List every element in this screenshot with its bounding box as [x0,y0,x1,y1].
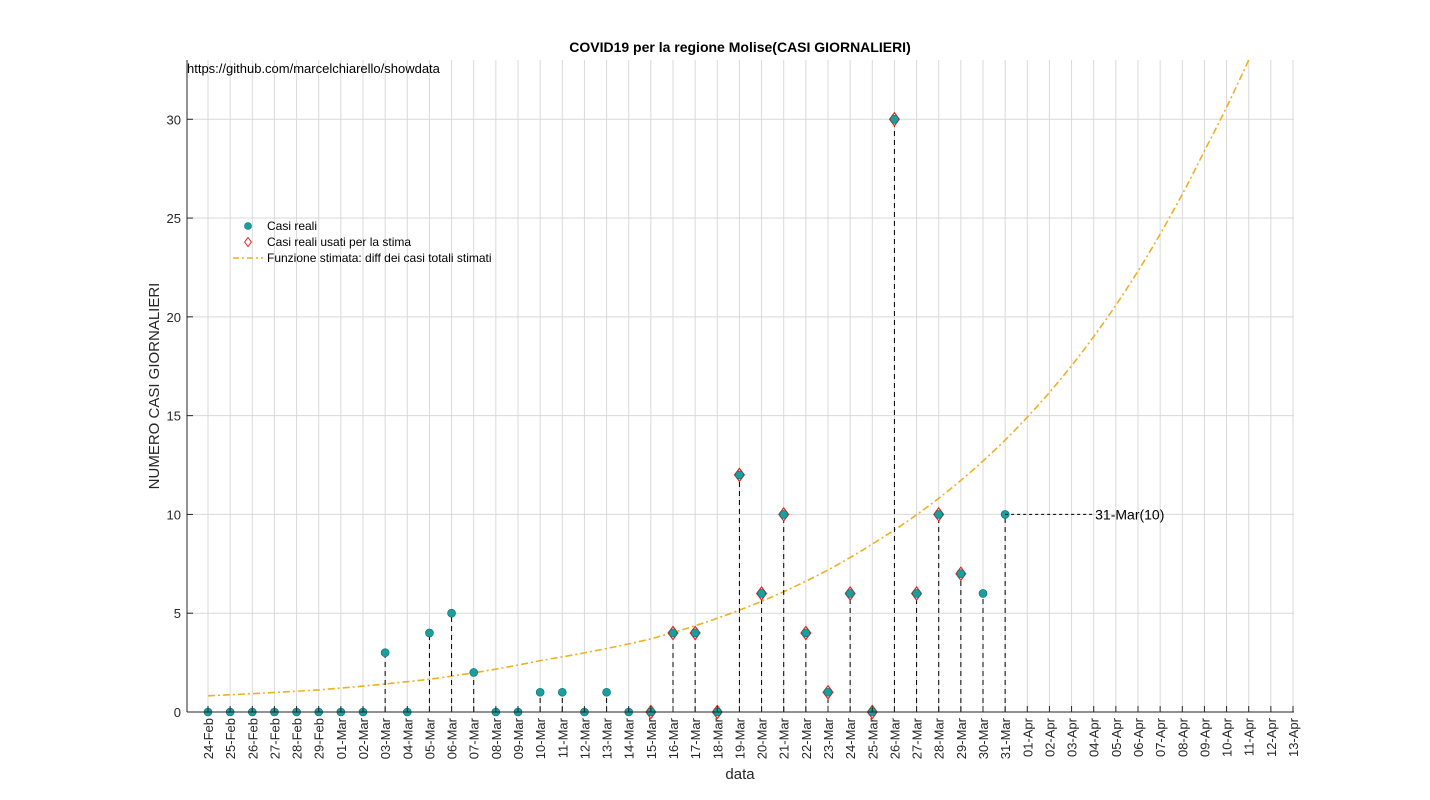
y-tick-label: 10 [167,507,181,522]
x-tick-label: 13-Apr [1286,717,1301,757]
x-tick-label: 28-Mar [932,717,947,759]
real-point [801,628,811,638]
x-tick-label: 19-Mar [732,717,747,759]
x-tick-label: 30-Mar [976,717,991,759]
x-tick-label: 28-Feb [290,718,305,759]
y-axis-label: NUMERO CASI GIORNALIERI [146,283,163,490]
x-tick-label: 16-Mar [666,717,681,759]
x-tick-label: 18-Mar [710,717,725,759]
real-point [956,569,966,578]
real-point [890,114,899,124]
chart-title: COVID19 per la regione Molise(CASI GIORN… [569,39,911,55]
x-tick-label: 08-Apr [1175,717,1190,757]
real-point [447,608,456,618]
legend-label-real: Casi reali [267,219,317,233]
x-tick-label: 15-Mar [644,717,659,759]
real-point [978,589,988,598]
x-tick-label: 06-Mar [445,717,460,759]
estimated-curve [207,59,1250,697]
y-tick-label: 15 [167,409,181,424]
x-tick-label: 26-Feb [245,718,260,759]
x-tick-label: 03-Mar [378,717,393,759]
estimated-curve-line [207,59,1250,697]
x-tick-label: 08-Mar [489,717,504,759]
y-tick-label: 30 [167,112,181,127]
x-tick-label: 13-Mar [600,717,615,759]
annotations: 31-Mar(10) [1005,506,1164,522]
x-tick-label: 10-Mar [533,717,548,759]
real-point [845,589,855,598]
real-point [557,687,567,697]
x-tick-label: 25-Feb [223,718,238,759]
x-tick-label: 03-Apr [1065,717,1080,757]
legend-label-fit: Funzione stimata: diff dei casi totali s… [267,251,492,265]
legend-marker-used [244,236,252,248]
real-point [668,628,678,638]
x-tick-label: 02-Apr [1042,717,1057,757]
x-tick-label: 11-Apr [1242,717,1257,756]
x-tick-label: 10-Apr [1220,717,1235,757]
legend-marker-real [244,222,252,230]
x-tick-label: 21-Mar [777,717,792,759]
x-tick-label: 05-Apr [1109,717,1124,757]
x-tick-label: 12-Apr [1264,717,1279,757]
real-point [779,510,789,519]
x-tick-label: 09-Mar [511,717,526,759]
y-tick-label: 20 [167,310,181,325]
x-tick-label: 14-Mar [622,717,637,759]
x-tick-label: 02-Mar [356,717,371,759]
legend: Casi reali Casi reali usati per la stima F… [233,219,492,265]
x-tick-label: 26-Mar [887,717,902,759]
annotation-label: 31-Mar(10) [1095,506,1164,522]
x-tick-label: 09-Apr [1197,717,1212,757]
x-tick-label: 06-Apr [1131,717,1146,757]
tick-labels: 24-Feb 25-Feb 26-Feb 27-Feb 28-Feb 29-Feb 01-M… [167,112,1301,759]
x-tick-label: 07-Apr [1153,717,1168,757]
real-point [602,687,611,697]
real-point [469,668,479,677]
real-point [735,470,744,480]
x-tick-label: 29-Feb [312,718,327,759]
x-tick-label: 24-Mar [843,717,858,759]
x-tick-label: 04-Apr [1087,717,1102,757]
x-axis-label: data [725,766,755,783]
x-tick-label: 17-Mar [688,717,703,759]
real-point [690,628,700,638]
x-tick-label: 23-Mar [821,717,836,759]
x-tick-label: 24-Feb [201,718,216,759]
real-point [934,510,944,519]
x-tick-label: 27-Mar [910,717,925,759]
source-url: https://github.com/marcelchiarello/showd… [187,61,441,76]
real-point [757,589,766,598]
x-tick-label: 31-Mar [998,717,1013,759]
real-point [535,687,545,697]
x-tick-label: 01-Mar [334,717,349,759]
x-tick-label: 29-Mar [954,717,969,759]
x-tick-label: 12-Mar [577,717,592,759]
x-tick-label: 04-Mar [400,717,415,759]
real-point [823,687,833,697]
legend-label-used: Casi reali usati per la stima [267,235,411,249]
x-tick-label: 07-Mar [467,717,482,759]
y-tick-label: 25 [167,211,181,226]
x-tick-label: 20-Mar [755,717,770,759]
grid [187,60,1294,713]
axes [186,60,1294,713]
x-tick-label: 25-Mar [865,717,880,759]
y-tick-label: 0 [174,705,181,720]
x-tick-label: 05-Mar [422,717,437,759]
x-tick-label: 11-Mar [555,717,570,758]
y-tick-label: 5 [174,606,181,621]
real-point [912,589,921,598]
real-point [380,648,390,658]
real-point [425,628,434,638]
x-tick-label: 27-Feb [267,718,282,759]
x-tick-label: 22-Mar [799,717,814,759]
x-tick-label: 01-Apr [1020,717,1035,757]
